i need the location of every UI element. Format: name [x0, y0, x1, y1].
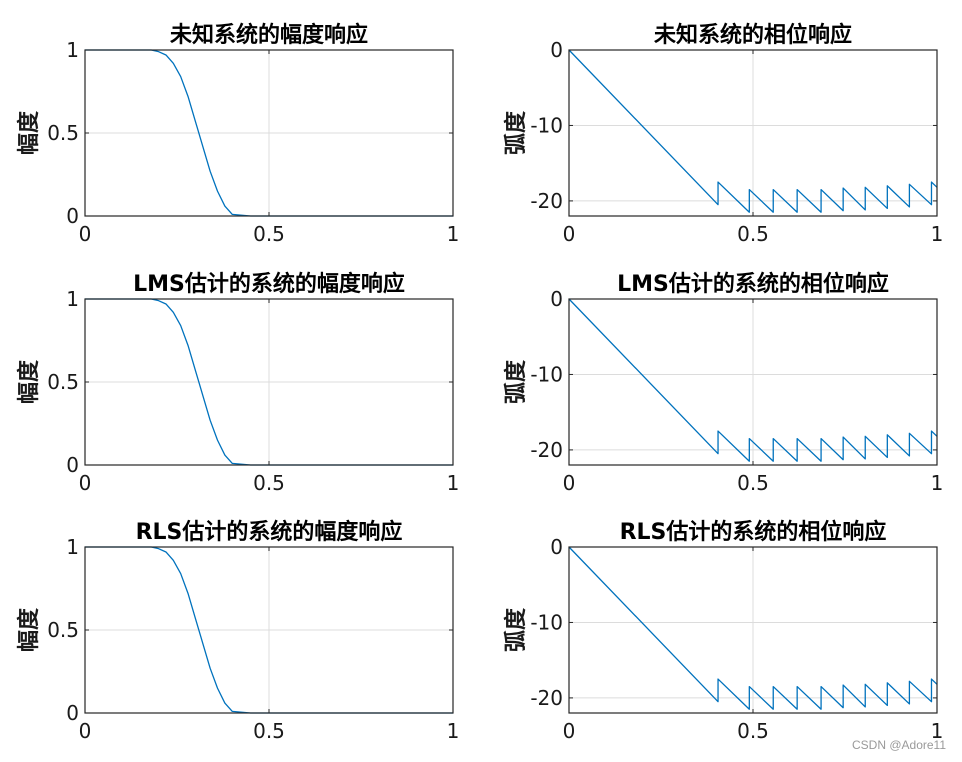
y-tick-label-1: -10: [530, 362, 563, 386]
y-tick-label-1: 0.5: [47, 618, 79, 642]
y-tick-label-0: 0: [550, 38, 563, 62]
chart-title: 未知系统的幅度响应: [170, 22, 368, 48]
x-tick-label-1: 0.5: [253, 719, 285, 743]
x-tick-label-1: 0.5: [737, 471, 769, 495]
y-axis-label: 弧度: [503, 359, 529, 404]
chart-title: RLS估计的系统的相位响应: [620, 519, 887, 545]
y-tick-label-2: 1: [66, 535, 79, 559]
y-tick-label-1: -10: [530, 113, 563, 137]
y-tick-label-2: -20: [530, 438, 563, 462]
x-tick-label-0: 0: [79, 222, 92, 246]
y-axis-label: 幅度: [16, 607, 42, 652]
y-tick-label-0: 0: [66, 204, 79, 228]
chart-title: LMS估计的系统的幅度响应: [133, 271, 405, 297]
y-tick-label-2: 1: [66, 38, 79, 62]
x-tick-label-1: 0.5: [737, 719, 769, 743]
chart-title: RLS估计的系统的幅度响应: [136, 519, 403, 545]
y-tick-label-2: -20: [530, 686, 563, 710]
series-line-0: [568, 546, 938, 710]
y-tick-label-0: 0: [66, 701, 79, 725]
y-tick-label-2: 1: [66, 287, 79, 311]
x-tick-label-2: 1: [931, 719, 944, 743]
chart-title: 未知系统的相位响应: [654, 22, 852, 48]
x-tick-label-0: 0: [79, 471, 92, 495]
x-tick-label-2: 1: [931, 222, 944, 246]
x-tick-label-0: 0: [79, 719, 92, 743]
y-tick-label-0: 0: [550, 287, 563, 311]
x-tick-label-1: 0.5: [253, 471, 285, 495]
y-tick-label-1: 0.5: [47, 370, 79, 394]
y-tick-label-0: 0: [550, 535, 563, 559]
x-tick-label-2: 1: [447, 471, 460, 495]
x-tick-label-1: 0.5: [737, 222, 769, 246]
y-tick-label-1: -10: [530, 610, 563, 634]
y-tick-label-1: 0.5: [47, 121, 79, 145]
y-tick-label-2: -20: [530, 189, 563, 213]
x-tick-label-0: 0: [563, 222, 576, 246]
y-axis-label: 弧度: [503, 607, 529, 652]
series-line-0: [568, 49, 938, 213]
y-axis-label: 幅度: [16, 359, 42, 404]
x-tick-label-0: 0: [563, 719, 576, 743]
x-tick-label-2: 1: [447, 719, 460, 743]
y-axis-label: 弧度: [503, 110, 529, 155]
y-tick-label-0: 0: [66, 453, 79, 477]
x-tick-label-0: 0: [563, 471, 576, 495]
x-tick-label-2: 1: [447, 222, 460, 246]
x-tick-label-1: 0.5: [253, 222, 285, 246]
watermark: CSDN @Adore11: [852, 738, 946, 752]
x-tick-label-2: 1: [931, 471, 944, 495]
chart-title: LMS估计的系统的相位响应: [617, 271, 889, 297]
y-axis-label: 幅度: [16, 110, 42, 155]
series-line-0: [568, 298, 938, 462]
